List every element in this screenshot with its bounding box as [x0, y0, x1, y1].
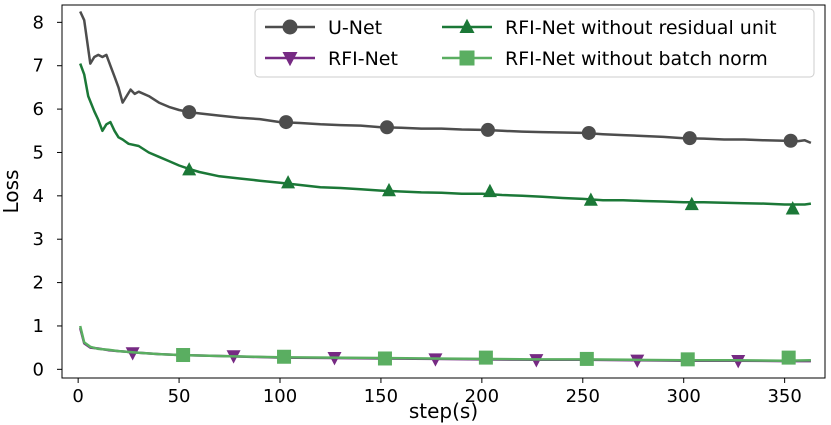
- x-tick-label: 200: [465, 386, 499, 407]
- legend-marker-rfi-net-without-residual-unit: [459, 18, 475, 33]
- series-marker-rfi-net: [731, 355, 746, 369]
- series-marker-u-net: [379, 120, 394, 135]
- series-marker-rfi-net: [125, 347, 140, 361]
- legend-label-rfi-net-without-batch-norm: RFI-Net without batch norm: [505, 48, 768, 70]
- series-marker-rfi-net-without-residual-unit: [382, 182, 396, 197]
- legend-label-u-net: U-Net: [328, 17, 382, 39]
- series-line-rfi-net-without-residual-unit: [79, 63, 812, 206]
- y-tick-label: 5: [33, 142, 44, 163]
- legend-marker-u-net: [282, 19, 298, 35]
- series-marker-u-net: [279, 115, 294, 130]
- y-tick-label: 8: [33, 12, 44, 33]
- series-marker-u-net: [783, 133, 798, 148]
- series-marker-rfi-net-without-batch-norm: [680, 352, 695, 367]
- series-marker-rfi-net-without-batch-norm: [781, 350, 796, 365]
- series-marker-rfi-net-without-residual-unit: [684, 196, 699, 211]
- y-axis-label: Loss: [0, 170, 23, 214]
- x-axis-label: step(s): [409, 399, 478, 423]
- legend-marker-rfi-net: [282, 52, 298, 67]
- x-tick-label: 250: [566, 386, 600, 407]
- series-marker-rfi-net-without-residual-unit: [785, 201, 800, 215]
- y-tick-label: 7: [33, 56, 44, 77]
- y-tick-label: 3: [33, 229, 44, 250]
- series-marker-rfi-net: [630, 354, 645, 368]
- y-tick-label: 6: [33, 99, 44, 120]
- legend-label-rfi-net-without-residual-unit: RFI-Net without residual unit: [505, 17, 777, 39]
- series-marker-u-net: [581, 125, 596, 140]
- x-tick-label: 150: [364, 386, 398, 407]
- legend-label-rfi-net: RFI-Net: [328, 48, 398, 70]
- series-marker-rfi-net-without-residual-unit: [281, 175, 296, 189]
- plot-frame: [61, 4, 826, 379]
- series-marker-rfi-net-without-batch-norm: [377, 351, 392, 366]
- series-marker-rfi-net-without-residual-unit: [482, 183, 497, 198]
- series-marker-rfi-net-without-batch-norm: [579, 351, 594, 366]
- series-marker-rfi-net-without-residual-unit: [182, 162, 197, 176]
- legend-marker-rfi-net-without-batch-norm: [459, 50, 475, 66]
- y-tick-label: 4: [33, 186, 44, 207]
- y-tick-label: 1: [33, 316, 44, 337]
- series-marker-rfi-net-without-batch-norm: [478, 350, 493, 365]
- series-line-rfi-net-without-batch-norm: [78, 325, 811, 362]
- series-marker-rfi-net-without-batch-norm: [176, 348, 191, 363]
- series-marker-rfi-net-without-residual-unit: [583, 192, 598, 206]
- x-tick-label: 100: [263, 386, 297, 407]
- x-tick-label: 50: [168, 386, 191, 407]
- series-marker-rfi-net-without-batch-norm: [277, 349, 292, 364]
- legend-box: [254, 8, 815, 78]
- series-marker-rfi-net: [428, 353, 443, 367]
- y-tick-label: 0: [33, 359, 44, 380]
- series-marker-rfi-net: [529, 354, 544, 368]
- series-line-u-net: [79, 10, 812, 145]
- axis-ticks: 0 50 100 150 200 250 300 350 0 1 2 3 4 5 6 7 8: [33, 12, 802, 407]
- x-tick-label: 0: [72, 386, 83, 407]
- y-tick-label: 2: [33, 273, 44, 294]
- plot-marks: [78, 10, 812, 369]
- x-tick-label: 300: [667, 386, 701, 407]
- legend: U-Net RFI-Net RFI-Net without residual uni…: [254, 8, 815, 78]
- series-marker-u-net: [182, 105, 197, 120]
- x-tick-label: 350: [767, 386, 801, 407]
- series-marker-u-net: [682, 131, 697, 146]
- series-marker-u-net: [480, 122, 495, 137]
